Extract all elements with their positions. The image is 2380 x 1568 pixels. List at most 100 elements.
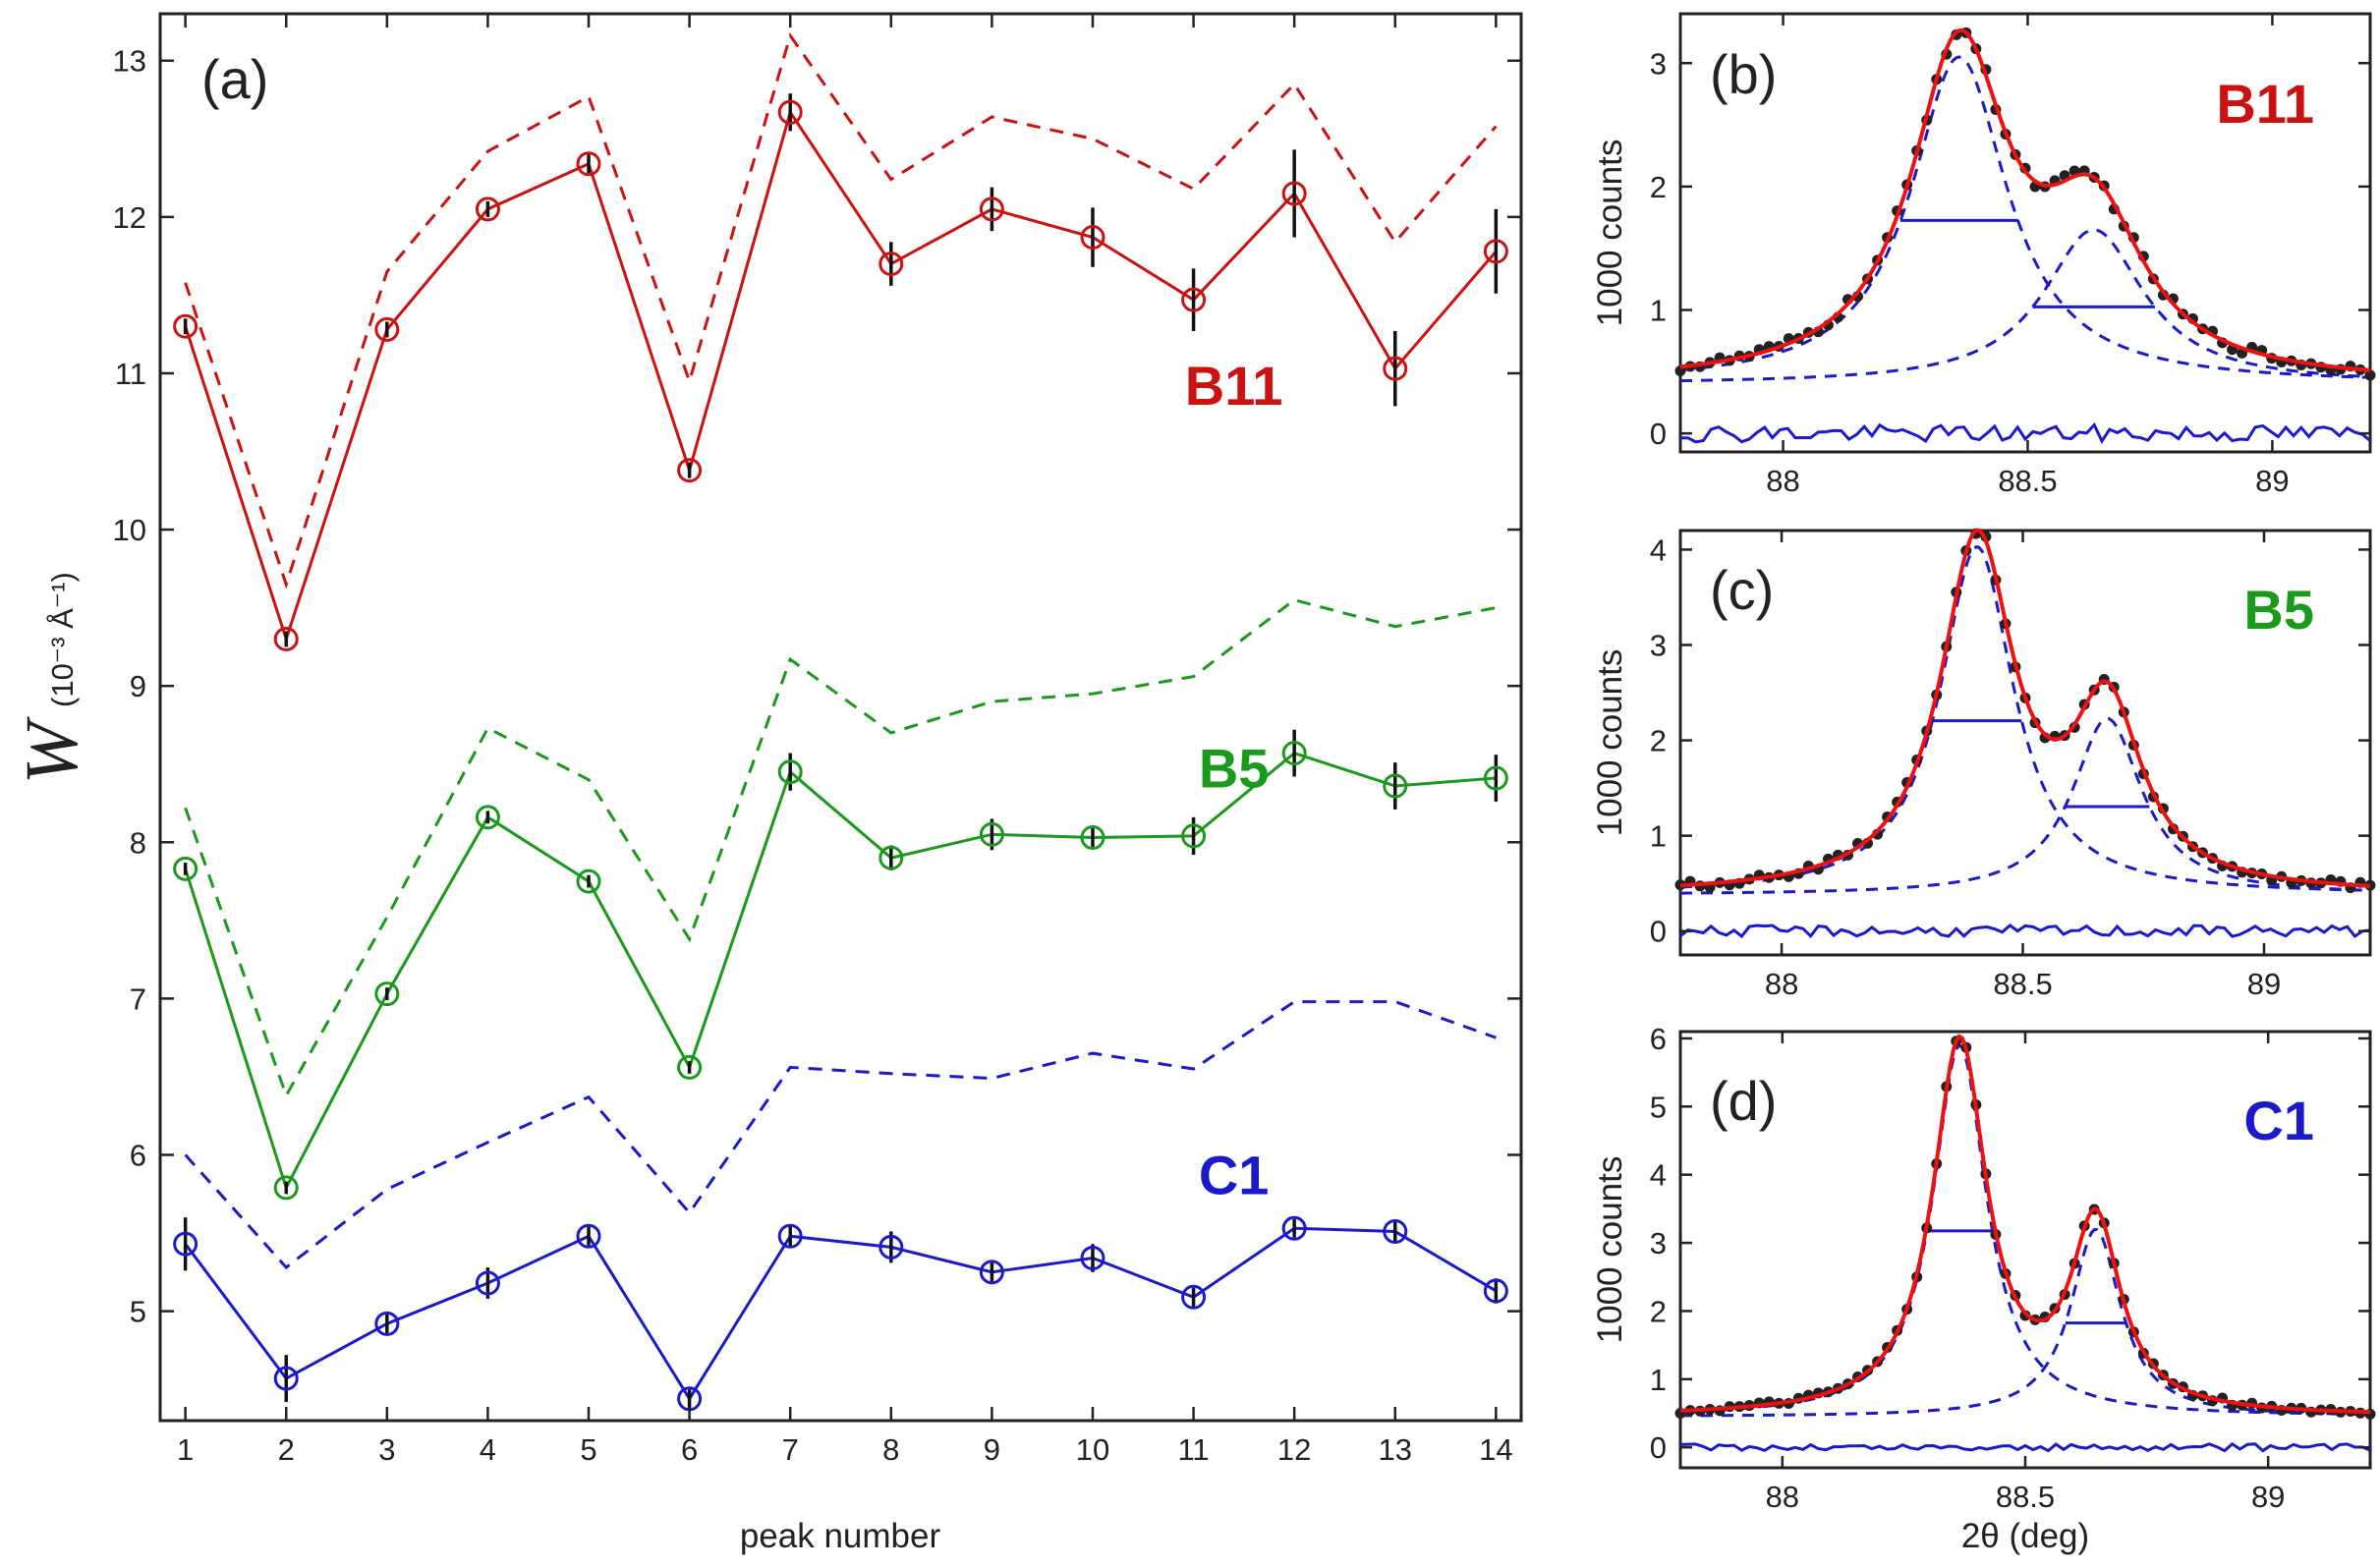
series-C1-point [777,1223,803,1249]
x-tick-label: 88.5 [1996,1480,2055,1514]
panel-c: 88 88.5 89 0 1 2 3 4 (c) B5 1000 counts [1591,528,2376,1001]
y-tick-label: 10 [113,513,146,547]
residual-line [1679,421,2371,444]
y-tick-label: 3 [1650,46,1667,81]
series-B5-point [576,868,601,894]
series-B11-point [273,626,299,651]
x-tick-label: 3 [378,1432,395,1467]
series-B11-point [878,252,904,277]
y-axis-symbol: W [11,715,93,784]
panel-c-sample-label: B5 [2243,579,2314,641]
x-tick-label: 88 [1765,967,1798,1001]
series-C1-point [979,1260,1004,1285]
y-tick-label: 2 [1650,170,1667,204]
y-tick-label: 4 [1650,532,1667,567]
y-tick-label: 11 [115,357,146,391]
x-tick-label: 6 [681,1432,698,1467]
y-tick-label: 6 [1650,1022,1667,1056]
series-B11: B11 [173,31,1508,651]
component-peak-2 [1679,716,2371,895]
series-C1-point [878,1234,904,1260]
series-B11-dashed-line [184,31,1498,589]
series-B5-point [374,981,400,1007]
x-tick-label: 13 [1379,1432,1412,1467]
panel-a-frame [158,12,1523,1423]
series-C1: C1 [173,1000,1508,1412]
x-tick-label: 89 [2251,1480,2285,1514]
series-B11-point [374,316,400,342]
y-tick-label: 1 [1650,1363,1667,1397]
y-tick-label: 13 [113,44,146,79]
residual-line [1679,924,2371,939]
series-C1-point [475,1270,500,1296]
y-tick-label: 6 [130,1139,146,1173]
x-tick-label: 88.5 [1998,464,2057,498]
component-peak-2 [1679,1228,2371,1418]
series-B11-point [475,196,500,222]
y-tick-label: 8 [130,825,146,860]
residual-line [1679,1441,2371,1453]
y-tick-label: 3 [1650,628,1667,662]
component-peak-1 [1679,544,2371,892]
series-B11-point [979,196,1004,222]
panel-d-letter: (d) [1710,1070,1777,1132]
series-B11-point [576,151,601,177]
series-B11-label: B11 [1185,355,1283,417]
series-B5-point [1080,825,1105,851]
y-tick-label: 3 [1650,1226,1667,1260]
panel-c-frame [1678,529,2372,957]
series-B11-point [1383,356,1408,381]
panel-b-y-axis: 0 1 2 3 [1650,46,2370,451]
series-B11-point [777,99,803,125]
y-tick-label: 1 [1650,294,1667,328]
y-tick-label: 12 [113,200,146,235]
x-tick-label: 4 [480,1432,496,1467]
x-tick-label: 88 [1766,464,1799,498]
y-tick-label: 4 [1650,1158,1667,1193]
series-B11-point [677,458,703,483]
x-tick-label: 14 [1479,1432,1512,1467]
panel-a-letter: (a) [201,48,268,110]
x-tick-label: 88.5 [1993,967,2052,1001]
y-axis-units: (10⁻³ Å⁻¹) [45,572,80,707]
y-tick-label: 0 [1650,915,1667,949]
y-tick-label: 5 [1650,1090,1667,1124]
panel-d-sample-label: C1 [2243,1090,2314,1151]
series-B5-label: B5 [1199,738,1270,800]
total-fit-line [1679,1034,2371,1415]
x-tick-label: 1 [177,1432,194,1467]
series-B5-point [1281,741,1307,766]
x-tick-label: 10 [1076,1432,1109,1467]
series-C1-point [1080,1246,1105,1271]
series-B5-point [273,1175,299,1201]
panel-c-letter: (c) [1710,559,1774,621]
x-tick-label: 89 [2255,464,2289,498]
series-B11-point [173,313,198,339]
panel-a-plot-area: B11 B5 C1 [173,31,1508,1412]
component-peak-1 [1679,1042,2371,1417]
series-B5-point [979,821,1004,847]
panel-c-y-axis: 0 1 2 3 4 [1650,532,2370,949]
series-C1-line [184,1226,1498,1402]
x-tick-label: 88 [1766,1480,1799,1514]
series-C1-point [374,1311,400,1336]
panel-c-plot-area [1674,528,2376,939]
series-C1-point [173,1231,198,1257]
series-C1-point [1483,1278,1508,1304]
series-B5-dashed-line [184,598,1497,1099]
series-B11-line [184,108,1498,644]
x-tick-label: 89 [2247,967,2281,1001]
series-C1-label: C1 [1199,1144,1270,1205]
series-B5-point [1383,773,1408,799]
panel-a-x-axis-title: peak number [740,1517,941,1555]
y-tick-label: 0 [1650,1430,1667,1465]
series-B5: B5 [173,598,1508,1201]
series-C1-point [1383,1218,1408,1244]
panel-a-y-axis-title: W (10⁻³ Å⁻¹) [11,572,93,784]
series-C1-point [273,1366,299,1391]
panel-d-x-axis-title: 2θ (deg) [1961,1517,2089,1555]
x-tick-label: 11 [1177,1432,1209,1467]
panel-d: 88 88.5 89 0 1 2 3 4 5 6 (d) C1 1000 counts 2θ (… [1591,1022,2376,1555]
